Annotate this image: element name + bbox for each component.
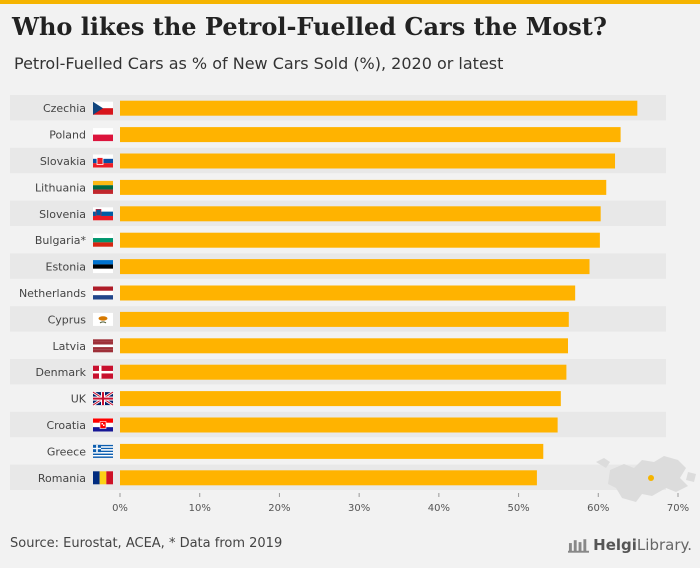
x-tick-label: 60% (587, 503, 609, 514)
bar-bulgaria (120, 232, 600, 248)
bar-netherlands (120, 285, 576, 301)
category-label: Poland (49, 129, 86, 142)
x-axis: 0% 10% 20% 30% 40% 50% 60% 70% (112, 493, 689, 514)
bar-latvia (120, 338, 568, 354)
category-label: Denmark (35, 366, 86, 379)
slovenia-flag-icon (93, 207, 113, 221)
chart-title: Who likes the Petrol-Fuelled Cars the Mo… (12, 12, 607, 41)
bar-estonia (120, 259, 590, 275)
top-accent-bar (0, 0, 700, 4)
category-label: Cyprus (48, 313, 87, 326)
category-label: Lithuania (35, 181, 86, 194)
category-label: Estonia (46, 261, 87, 274)
category-label: Czechia (43, 102, 86, 115)
estonia-flag-icon (93, 260, 113, 274)
cyprus-flag-icon (93, 312, 113, 326)
greece-flag-icon (93, 444, 113, 458)
library-building-icon (568, 539, 590, 553)
logo-suffix: Library. (636, 536, 692, 554)
bulgaria-flag-icon (93, 233, 113, 247)
bar-denmark (120, 364, 567, 380)
europe-map-icon (596, 456, 696, 502)
croatia-flag-icon (93, 418, 113, 432)
category-label: Latvia (53, 340, 87, 353)
bar-cyprus (120, 311, 569, 327)
category-label: Slovakia (40, 155, 86, 168)
x-tick-label: 40% (428, 503, 450, 514)
lithuania-flag-icon (93, 180, 113, 194)
bar-romania (120, 470, 537, 486)
poland-flag-icon (93, 128, 113, 142)
x-tick-label: 70% (667, 503, 689, 514)
slovakia-flag-icon (93, 154, 113, 168)
bar-croatia (120, 417, 558, 433)
x-tick-label: 20% (268, 503, 290, 514)
category-label: Croatia (46, 419, 86, 432)
denmark-flag-icon (93, 365, 113, 379)
bar-greece (120, 443, 544, 459)
chart-subtitle: Petrol-Fuelled Cars as % of New Cars Sol… (14, 54, 504, 73)
category-label: Bulgaria* (35, 234, 87, 247)
flags (92, 101, 114, 485)
bar-lithuania (120, 179, 607, 195)
category-label: Romania (38, 472, 86, 485)
category-label: Slovenia (39, 208, 86, 221)
category-label: Netherlands (19, 287, 86, 300)
bar-slovakia (120, 153, 616, 169)
x-tick-label: 50% (507, 503, 529, 514)
bar-poland (120, 127, 621, 143)
helgi-library-logo: HelgiLibrary. (568, 535, 692, 555)
romania-flag-icon (93, 471, 113, 485)
x-tick-label: 0% (112, 503, 128, 514)
x-tick-label: 10% (189, 503, 211, 514)
category-label: Greece (47, 445, 86, 458)
bar-uk (120, 391, 561, 407)
netherlands-flag-icon (93, 286, 113, 300)
bar-slovenia (120, 206, 601, 222)
category-label: UK (71, 393, 87, 406)
bar-czechia (120, 100, 638, 116)
x-tick-label: 30% (348, 503, 370, 514)
category-labels: Czechia Poland Slovakia Lithuania Slovenia Bu… (19, 102, 87, 485)
latvia-flag-icon (93, 339, 113, 353)
bars (120, 100, 638, 486)
source-note: Source: Eurostat, ACEA, * Data from 2019 (10, 536, 283, 551)
logo-brand: Helgi (593, 536, 637, 554)
uk-flag-icon (92, 391, 114, 407)
czechia-flag-icon (93, 101, 113, 115)
